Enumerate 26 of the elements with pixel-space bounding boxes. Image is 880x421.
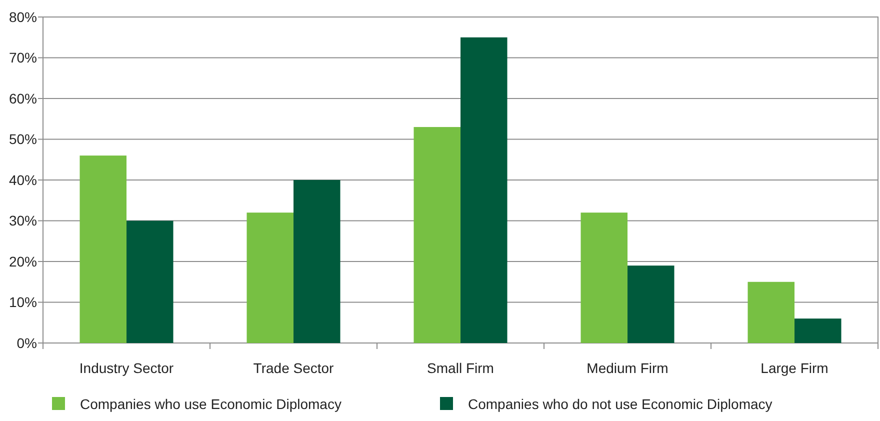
y-tick-label: 10% xyxy=(8,294,37,310)
x-tick-label: Medium Firm xyxy=(586,360,668,376)
bar xyxy=(460,37,508,343)
y-tick-label: 20% xyxy=(8,253,37,270)
x-tick-label: Large Firm xyxy=(760,360,828,376)
x-tick-label: Trade Sector xyxy=(253,360,334,376)
x-tick-label: Industry Sector xyxy=(79,360,174,376)
legend-label: Companies who use Economic Diplomacy xyxy=(80,396,342,412)
y-tick-label: 0% xyxy=(16,334,37,351)
bar xyxy=(80,156,126,343)
y-tick-label: 80% xyxy=(8,8,37,25)
y-tick-label: 50% xyxy=(8,131,37,148)
x-tick-label: Small Firm xyxy=(427,360,494,376)
bar xyxy=(294,180,340,343)
bar xyxy=(414,127,460,343)
bar xyxy=(246,212,294,343)
bar xyxy=(748,282,794,343)
bar xyxy=(794,318,842,343)
y-tick-label: 70% xyxy=(8,50,37,66)
bar xyxy=(628,266,674,343)
bar xyxy=(126,220,174,343)
y-tick-label: 40% xyxy=(8,172,37,188)
y-tick-label: 60% xyxy=(8,90,37,106)
bar xyxy=(580,212,628,343)
legend-label: Companies who do not use Economic Diplomacy xyxy=(468,396,772,412)
y-tick-label: 30% xyxy=(8,212,37,229)
